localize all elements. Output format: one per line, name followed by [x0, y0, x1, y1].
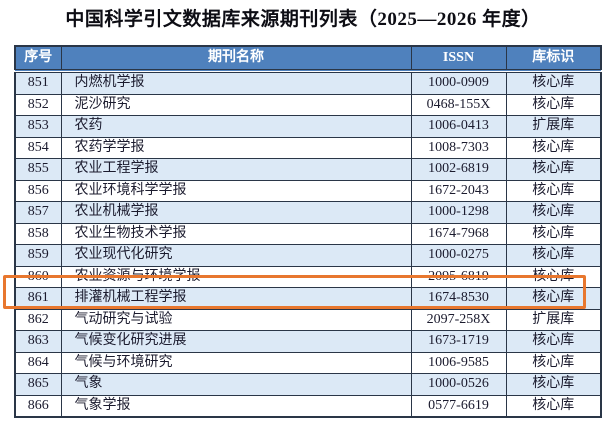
cell-no: 860 [14, 265, 62, 288]
cell-no: 865 [14, 373, 62, 396]
table-row: 864 气候与环境研究 1006-9585 核心库 [14, 351, 602, 374]
cell-issn: 1000-0909 [410, 70, 507, 95]
cell-name: 农业现代化研究 [60, 244, 412, 267]
table-row: 853 农药 1006-0413 扩展库 [14, 115, 602, 138]
cell-issn: 1674-8530 [410, 287, 507, 310]
column-header-issn: ISSN [410, 46, 507, 73]
cell-issn: 1000-0526 [410, 373, 507, 396]
cell-issn: 2097-258X [410, 308, 507, 331]
page-title: 中国科学引文数据库来源期刊列表（2025—2026 年度） [65, 9, 541, 30]
cell-db: 核心库 [505, 179, 602, 202]
cell-issn: 1000-1298 [410, 201, 507, 224]
cell-no: 864 [14, 351, 62, 374]
cell-no: 857 [14, 201, 62, 224]
journal-table: 序号 期刊名称 ISSN 库标识 851 内燃机学报 1000-0909 核心库 852… [14, 45, 602, 418]
cell-issn: 1673-1719 [410, 330, 507, 353]
table-header-row: 序号 期刊名称 ISSN 库标识 [14, 46, 602, 73]
table-row: 851 内燃机学报 1000-0909 核心库 [14, 70, 602, 95]
table-row: 862 气动研究与试验 2097-258X 扩展库 [14, 308, 602, 331]
cell-name: 气候与环境研究 [60, 351, 412, 374]
cell-no: 866 [14, 394, 62, 418]
cell-issn: 1674-7968 [410, 222, 507, 245]
cell-name: 泥沙研究 [60, 93, 412, 116]
table-row: 863 气候变化研究进展 1673-1719 核心库 [14, 330, 602, 353]
cell-no: 858 [14, 222, 62, 245]
cell-issn: 1006-9585 [410, 351, 507, 374]
cell-no: 852 [14, 93, 62, 116]
cell-db: 核心库 [505, 158, 602, 181]
cell-no: 862 [14, 308, 62, 331]
cell-issn: 0577-6619 [410, 394, 507, 418]
table-row: 866 气象学报 0577-6619 核心库 [14, 394, 602, 418]
cell-db: 核心库 [505, 136, 602, 159]
cell-name: 气动研究与试验 [60, 308, 412, 331]
table-body: 851 内燃机学报 1000-0909 核心库 852 泥沙研究 0468-155X 核心库 8… [14, 70, 602, 418]
cell-issn: 1008-7303 [410, 136, 507, 159]
cell-no: 853 [14, 115, 62, 138]
cell-name: 气象 [60, 373, 412, 396]
cell-db: 核心库 [505, 287, 602, 310]
table-row: 859 农业现代化研究 1000-0275 核心库 [14, 244, 602, 267]
cell-name: 农业机械学报 [60, 201, 412, 224]
cell-issn: 2095-6819 [410, 265, 507, 288]
cell-db: 核心库 [505, 201, 602, 224]
table-row: 860 农业资源与环境学报 2095-6819 核心库 [14, 265, 602, 288]
table-row: 854 农药学学报 1008-7303 核心库 [14, 136, 602, 159]
cell-db: 扩展库 [505, 308, 602, 331]
cell-db: 核心库 [505, 373, 602, 396]
cell-no: 851 [14, 70, 62, 95]
column-header-no: 序号 [14, 46, 62, 73]
cell-issn: 1000-0275 [410, 244, 507, 267]
cell-db: 核心库 [505, 330, 602, 353]
cell-issn: 1006-0413 [410, 115, 507, 138]
cell-no: 854 [14, 136, 62, 159]
cell-issn: 1002-6819 [410, 158, 507, 181]
cell-name: 气候变化研究进展 [60, 330, 412, 353]
cell-no: 855 [14, 158, 62, 181]
cell-db: 核心库 [505, 222, 602, 245]
table-row: 856 农业环境科学学报 1672-2043 核心库 [14, 179, 602, 202]
cell-db: 核心库 [505, 93, 602, 116]
table-row: 855 农业工程学报 1002-6819 核心库 [14, 158, 602, 181]
cell-name: 农业工程学报 [60, 158, 412, 181]
cell-name: 气象学报 [60, 394, 412, 418]
table-row-highlighted: 861 排灌机械工程学报 1674-8530 核心库 [14, 287, 602, 310]
cell-name: 农业生物技术学报 [60, 222, 412, 245]
cell-no: 861 [14, 287, 62, 310]
cell-name: 农业环境科学学报 [60, 179, 412, 202]
cell-db: 核心库 [505, 244, 602, 267]
cell-name: 内燃机学报 [60, 70, 412, 95]
cell-db: 核心库 [505, 351, 602, 374]
table-row: 857 农业机械学报 1000-1298 核心库 [14, 201, 602, 224]
cell-issn: 0468-155X [410, 93, 507, 116]
cell-name: 农药 [60, 115, 412, 138]
cell-name: 排灌机械工程学报 [60, 287, 412, 310]
cell-no: 859 [14, 244, 62, 267]
table-row: 865 气象 1000-0526 核心库 [14, 373, 602, 396]
cell-db: 核心库 [505, 265, 602, 288]
table-row: 858 农业生物技术学报 1674-7968 核心库 [14, 222, 602, 245]
cell-no: 856 [14, 179, 62, 202]
cell-name: 农药学学报 [60, 136, 412, 159]
cell-db: 核心库 [505, 70, 602, 95]
column-header-db: 库标识 [505, 46, 602, 73]
column-header-name: 期刊名称 [60, 46, 412, 73]
table-row: 852 泥沙研究 0468-155X 核心库 [14, 93, 602, 116]
cell-db: 核心库 [505, 394, 602, 418]
cell-name: 农业资源与环境学报 [60, 265, 412, 288]
cell-issn: 1672-2043 [410, 179, 507, 202]
cell-no: 863 [14, 330, 62, 353]
cell-db: 扩展库 [505, 115, 602, 138]
